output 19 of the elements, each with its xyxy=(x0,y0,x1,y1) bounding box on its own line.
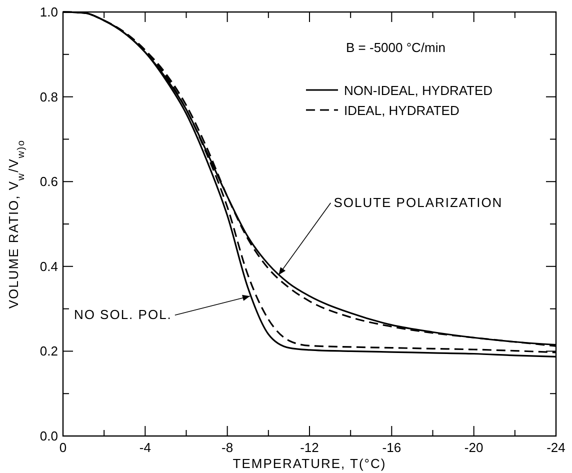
y-tick-label: 1.0 xyxy=(40,4,58,20)
y-tick-label: 0.0 xyxy=(40,428,58,444)
x-tick-label: -8 xyxy=(222,440,234,455)
x-tick-label: 0 xyxy=(59,440,67,455)
y-tick-label: 0.4 xyxy=(40,258,58,274)
x-axis-title: TEMPERATURE, T(°C) xyxy=(232,456,386,471)
annotation: NO SOL. POL. xyxy=(74,307,172,322)
legend-label: IDEAL, HYDRATED xyxy=(344,103,460,118)
y-tick-label: 0.8 xyxy=(40,89,58,104)
y-tick-label: 0.6 xyxy=(40,174,58,190)
annotation: SOLUTE POLARIZATION xyxy=(334,194,503,210)
x-tick-label: -12 xyxy=(300,440,319,455)
y-tick-label: 0.2 xyxy=(40,344,58,359)
legend-label: NON-IDEAL, HYDRATED xyxy=(344,83,493,98)
x-tick-label: -20 xyxy=(464,440,484,455)
x-tick-label: -24 xyxy=(546,440,566,455)
x-tick-label: -4 xyxy=(139,440,151,455)
x-tick-label: -16 xyxy=(382,440,402,455)
legend-title: B = -5000 °C/min xyxy=(346,40,446,55)
